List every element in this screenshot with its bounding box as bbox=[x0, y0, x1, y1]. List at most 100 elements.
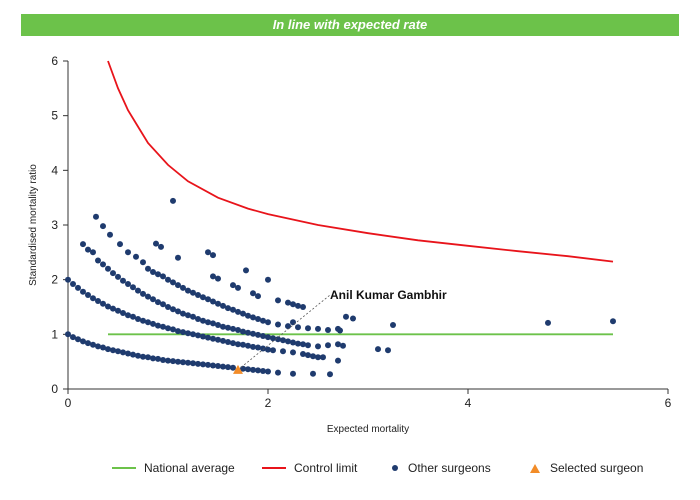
other-surgeon-point bbox=[200, 317, 206, 324]
other-surgeon-point bbox=[185, 312, 191, 319]
other-surgeon-point bbox=[290, 319, 296, 326]
other-surgeon-point bbox=[235, 308, 241, 315]
other-surgeon-point bbox=[155, 322, 161, 329]
y-tick-label: 2 bbox=[51, 273, 58, 287]
other-surgeon-point bbox=[220, 337, 226, 344]
other-surgeon-point bbox=[145, 319, 151, 326]
other-surgeon-point bbox=[290, 301, 296, 308]
other-surgeon-point bbox=[260, 317, 266, 324]
legend-item-other-surgeons: Other surgeons bbox=[392, 458, 491, 478]
other-surgeon-point bbox=[185, 287, 191, 294]
other-surgeon-point bbox=[335, 357, 341, 364]
other-surgeon-point bbox=[170, 358, 176, 365]
other-surgeon-point bbox=[115, 307, 121, 314]
other-surgeon-point bbox=[180, 310, 186, 317]
other-surgeon-point bbox=[240, 310, 246, 317]
other-surgeon-point bbox=[165, 276, 171, 283]
other-surgeon-point bbox=[210, 335, 216, 342]
other-surgeon-point bbox=[185, 330, 191, 337]
other-surgeon-point bbox=[170, 197, 176, 204]
other-surgeon-point bbox=[150, 320, 156, 327]
other-surgeon-point bbox=[105, 265, 111, 272]
control-limit-line bbox=[107, 60, 614, 263]
other-surgeon-point bbox=[205, 334, 211, 341]
other-surgeon-point bbox=[95, 257, 101, 264]
other-surgeon-point bbox=[390, 322, 396, 328]
other-surgeon-point bbox=[115, 273, 121, 280]
x-tick-label: 4 bbox=[465, 396, 472, 410]
other-surgeon-point bbox=[155, 271, 161, 278]
other-surgeon-point bbox=[105, 303, 111, 310]
other-surgeon-point bbox=[270, 335, 276, 342]
legend-line-green-icon bbox=[112, 467, 136, 469]
other-surgeon-point bbox=[335, 341, 341, 348]
other-surgeon-point bbox=[90, 249, 96, 256]
other-surgeon-point bbox=[215, 322, 221, 328]
other-surgeon-point bbox=[185, 359, 191, 366]
other-surgeon-point bbox=[305, 352, 311, 359]
other-surgeon-point bbox=[300, 304, 306, 310]
funnel-plot: 0 2 4 6 0 1 2 3 4 5 6 Anil Kumar Gambhir Expected … bbox=[28, 54, 672, 435]
other-surgeon-point bbox=[180, 329, 186, 336]
other-surgeon-point bbox=[195, 360, 201, 367]
annotations: Anil Kumar Gambhir bbox=[233, 288, 447, 374]
other-surgeon-point bbox=[340, 342, 346, 349]
other-surgeon-point bbox=[270, 347, 276, 354]
other-surgeon-point bbox=[70, 281, 76, 287]
other-surgeon-point bbox=[210, 273, 216, 280]
other-surgeon-point bbox=[220, 323, 226, 330]
other-surgeon-point bbox=[107, 231, 113, 238]
other-surgeon-point bbox=[275, 336, 281, 343]
y-tick-label: 3 bbox=[51, 218, 58, 232]
other-surgeon-point bbox=[125, 350, 131, 357]
other-surgeon-point bbox=[275, 369, 281, 376]
legend-item-national-average: National average bbox=[112, 458, 235, 478]
other-surgeon-point bbox=[260, 345, 266, 352]
other-surgeon-point bbox=[220, 302, 226, 309]
other-surgeon-point bbox=[93, 213, 99, 220]
other-surgeon-point bbox=[240, 341, 246, 348]
other-surgeon-point bbox=[210, 362, 216, 369]
other-surgeon-point bbox=[170, 279, 176, 286]
other-surgeon-point bbox=[115, 348, 121, 355]
y-tick-label: 5 bbox=[51, 109, 58, 123]
other-surgeon-point bbox=[100, 344, 106, 351]
x-tick-label: 2 bbox=[265, 396, 272, 410]
other-surgeon-point bbox=[310, 353, 316, 360]
other-surgeon-point bbox=[255, 367, 261, 374]
other-surgeon-point bbox=[80, 241, 86, 248]
other-surgeon-point bbox=[230, 306, 236, 313]
other-surgeon-point bbox=[200, 294, 206, 301]
other-surgeon-point bbox=[265, 319, 271, 326]
y-tick-label: 0 bbox=[51, 382, 58, 396]
other-surgeon-point bbox=[245, 329, 251, 336]
legend-item-control-limit: Control limit bbox=[262, 458, 357, 478]
other-surgeon-point bbox=[245, 312, 251, 319]
other-surgeon-point bbox=[225, 305, 231, 312]
other-surgeon-point bbox=[85, 292, 91, 298]
status-banner: In line with expected rate bbox=[21, 14, 679, 36]
other-surgeon-point bbox=[175, 358, 181, 365]
other-surgeon-point bbox=[165, 357, 171, 364]
other-surgeon-point bbox=[235, 341, 241, 348]
x-tick-label: 6 bbox=[665, 396, 672, 410]
legend-dot-icon bbox=[392, 465, 398, 471]
other-surgeon-point bbox=[285, 323, 291, 330]
other-surgeon-point bbox=[170, 306, 176, 313]
other-surgeon-point bbox=[210, 320, 216, 327]
other-surgeon-point bbox=[200, 333, 206, 340]
other-surgeon-point bbox=[160, 273, 166, 280]
other-surgeon-point bbox=[243, 267, 249, 274]
other-surgeon-point bbox=[125, 249, 131, 256]
other-surgeon-point bbox=[85, 340, 91, 347]
other-surgeon-point bbox=[65, 331, 71, 338]
other-surgeon-point bbox=[327, 371, 333, 378]
other-surgeon-point bbox=[110, 270, 116, 277]
series-points bbox=[65, 197, 616, 378]
other-surgeon-point bbox=[235, 327, 241, 333]
other-surgeon-point bbox=[320, 354, 326, 361]
other-surgeon-point bbox=[210, 252, 216, 259]
other-surgeon-point bbox=[150, 355, 156, 362]
legend-label: National average bbox=[144, 461, 235, 475]
other-surgeon-point bbox=[230, 282, 236, 289]
